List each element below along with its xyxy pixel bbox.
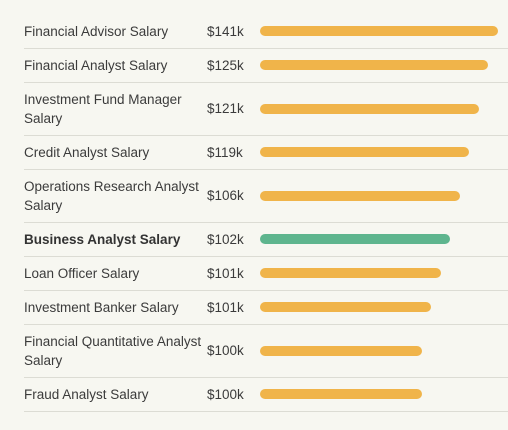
salary-bar [260, 268, 441, 278]
chart-row: Business Analyst Salary $102k [24, 222, 508, 257]
value-label: $100k [207, 386, 244, 402]
salary-bar [260, 345, 422, 356]
salary-bar [260, 147, 469, 157]
value-label: $101k [207, 265, 244, 281]
value-label: $119k [207, 144, 243, 160]
chart-row: Financial Quantitative Analyst Salary $10… [24, 324, 508, 378]
category-label: Credit Analyst Salary [24, 144, 150, 160]
category-label: Financial Analyst Salary [24, 57, 168, 73]
value-label: $100k [207, 343, 244, 358]
chart-row: Investment Banker Salary $101k [24, 290, 508, 325]
chart-row: Operations Research Analyst Salary $106k [24, 169, 508, 223]
salary-bar [260, 190, 460, 201]
salary-bar [260, 60, 488, 70]
value-label: $125k [207, 57, 244, 73]
category-label: Investment Banker Salary [24, 299, 179, 315]
value-label: $106k [207, 188, 244, 203]
chart-row: Credit Analyst Salary $119k [24, 135, 508, 170]
salary-bar [260, 103, 479, 114]
salary-bar [260, 302, 431, 312]
chart-row: Loan Officer Salary $101k [24, 256, 508, 291]
category-label: Loan Officer Salary [24, 265, 140, 281]
category-label: Operations Research Analyst Salary [24, 178, 199, 213]
chart-row: Financial Advisor Salary $141k [24, 14, 508, 49]
value-label: $101k [207, 299, 244, 315]
category-label: Investment Fund Manager Salary [24, 91, 182, 126]
value-label: $102k [207, 231, 244, 247]
chart-row: Fraud Analyst Salary $100k [24, 377, 508, 412]
value-label: $141k [207, 23, 244, 39]
category-label: Fraud Analyst Salary [24, 386, 149, 402]
chart-row: Financial Analyst Salary $125k [24, 48, 508, 83]
category-label: Financial Quantitative Analyst Salary [24, 333, 202, 368]
value-label: $121k [207, 101, 244, 116]
category-label: Financial Advisor Salary [24, 23, 169, 39]
chart-row: Investment Fund Manager Salary $121k [24, 82, 508, 136]
salary-bar [260, 389, 422, 399]
category-label: Business Analyst Salary [24, 231, 181, 247]
salary-bar [260, 234, 450, 244]
salary-bar [260, 26, 498, 36]
